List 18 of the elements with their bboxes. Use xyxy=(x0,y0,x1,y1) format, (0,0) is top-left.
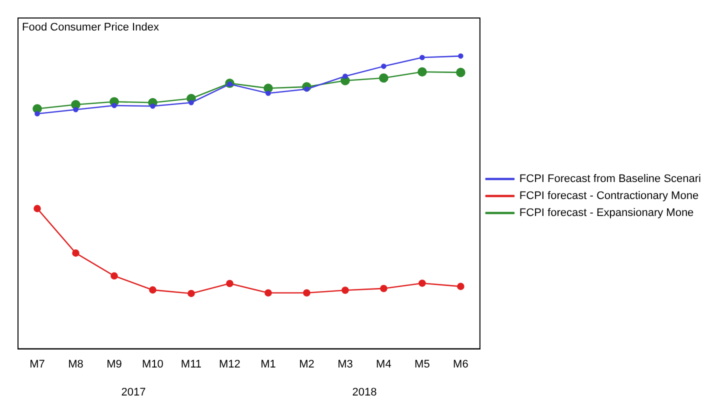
x-tick-label: M12 xyxy=(219,358,240,370)
x-tick-label: M5 xyxy=(414,358,430,370)
x-tick-label: M3 xyxy=(338,358,353,370)
x-tick-label: M4 xyxy=(376,358,392,370)
x-tick-label: M10 xyxy=(142,358,164,370)
x-tick-label: M6 xyxy=(453,358,468,370)
legend-label: FCPI forecast - Expansionary Mone xyxy=(519,207,694,220)
x-tick-label: M2 xyxy=(299,358,314,370)
x-tick-label: M7 xyxy=(30,358,45,370)
legend-label: FCPI Forecast from Baseline Scenari xyxy=(519,173,702,186)
x-tick-label: M8 xyxy=(68,358,84,370)
x-tick-label: M1 xyxy=(260,358,276,370)
x-tick-label: M11 xyxy=(180,358,202,370)
text: 2017 xyxy=(121,386,146,398)
legend-label: FCPI forecast - Contractionary Mone xyxy=(519,190,699,202)
x-tick-label: M9 xyxy=(106,358,122,370)
text: 2018 xyxy=(352,386,377,398)
chart-title: Food Consumer Price Index xyxy=(22,22,160,34)
